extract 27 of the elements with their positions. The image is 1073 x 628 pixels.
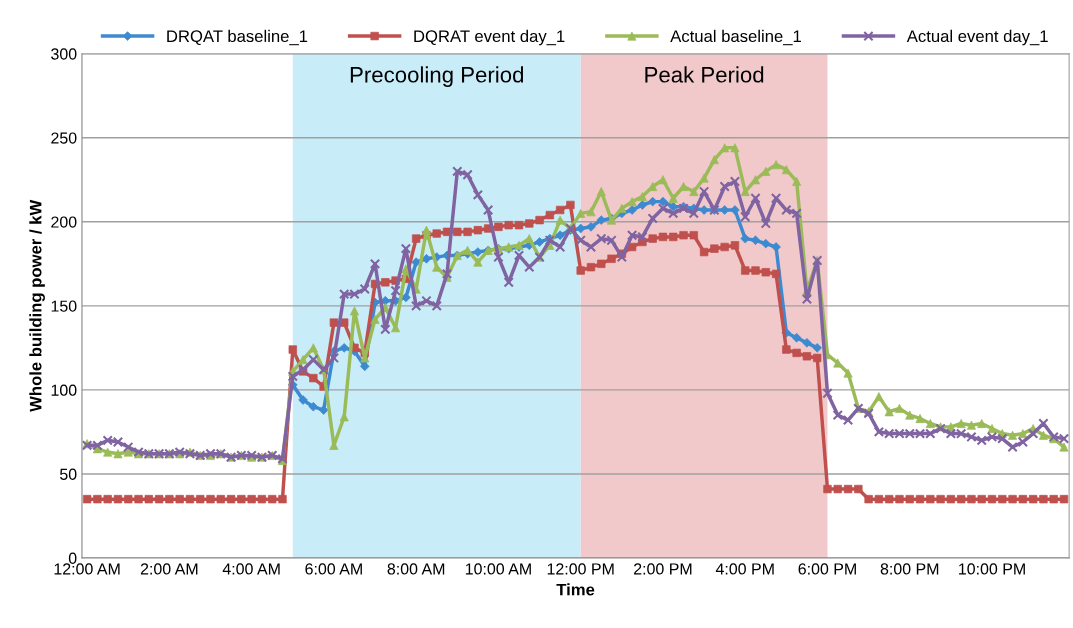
x-tick-label: 6:00 AM [305,563,362,575]
x-tick-label: 6:00 PM [798,563,856,575]
y-tick-label: 50 [59,468,77,480]
y-tick-label: 150 [51,300,77,312]
x-axis-title: Time [556,583,595,596]
y-tick-label: 100 [51,384,77,396]
x-tick-label: 2:00 AM [140,563,198,575]
x-tick-label: 8:00 AM [387,563,445,575]
x-tick-label: 12:00 PM [547,563,614,575]
legend-label: Actual event day_1 [906,29,1048,46]
y-tick-label: 200 [51,216,77,228]
y-tick-label: 300 [51,48,77,60]
y-tick-label: 250 [51,132,77,144]
legend-label: DQRAT event day_1 [414,29,565,46]
x-tick-label: 10:00 PM [959,563,1025,575]
y-tick-label: 0 [68,552,77,564]
y-axis-title: Whole building power / kW [29,199,45,412]
legend-label: Actual baseline_1 [670,29,801,46]
x-tick-label: 12:00 AM [54,563,120,575]
x-tick-label: 2:00 PM [634,563,692,575]
x-tick-label: 10:00 AM [465,563,531,575]
x-tick-label: 4:00 AM [222,563,280,575]
x-tick-label: 4:00 PM [715,563,774,575]
band-label: Peak Period [645,66,764,83]
x-tick-label: 8:00 PM [880,563,939,575]
band-label: Precooling Period [350,66,524,88]
legend-label: DRQAT baseline_1 [167,29,308,46]
